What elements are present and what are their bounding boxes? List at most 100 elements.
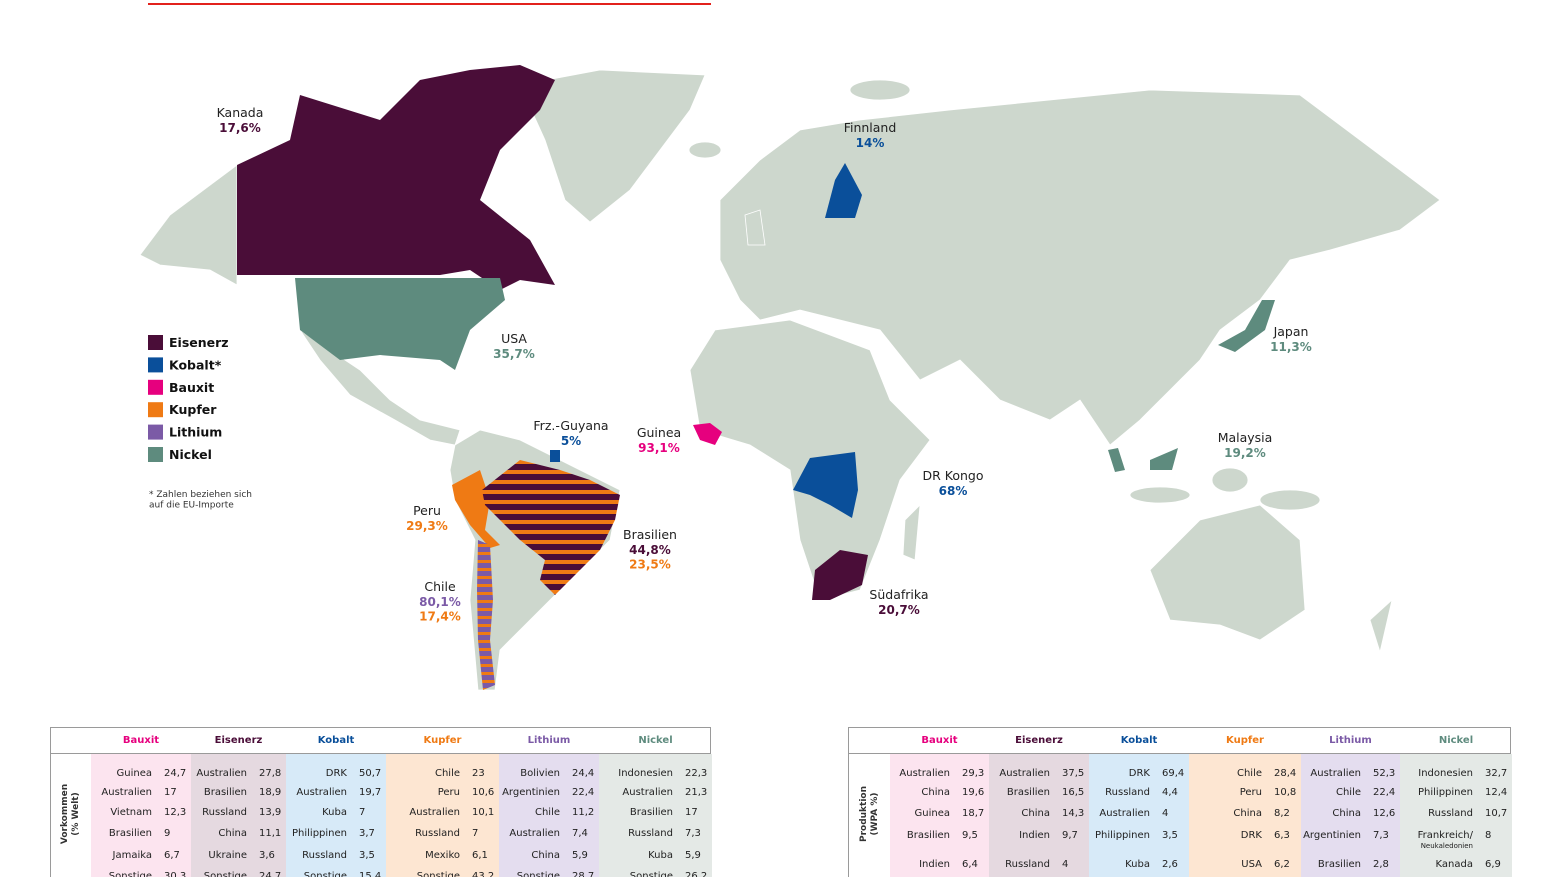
column-bg [499, 754, 599, 877]
country: Sonstige [629, 871, 673, 877]
value: 24,4 [572, 768, 595, 779]
country: Philippinen [1417, 787, 1473, 798]
value: 6,2 [1274, 859, 1290, 870]
value: 3,7 [359, 828, 375, 839]
value: 9,7 [1062, 830, 1078, 841]
value: 22,4 [572, 787, 595, 798]
data-table: Produktion (WPA %) Bauxit Australien 29,3 Chi… [848, 727, 1512, 877]
row-label: Vorkommen (% Welt) [60, 764, 82, 864]
country: DRK [1128, 768, 1150, 779]
malaysia-region [1108, 448, 1178, 472]
value: 7 [359, 807, 366, 818]
value: 11,2 [572, 807, 595, 818]
legend-swatch [148, 402, 163, 418]
value: 12,4 [1485, 787, 1508, 798]
country: Russland [202, 807, 247, 818]
country: Guinea [914, 808, 950, 819]
world-map: Eisenerz Kobalt* Bauxit Kupfer Lithium Nickel… [139, 3, 1441, 691]
country-name: USA [501, 331, 527, 346]
value: 10,6 [472, 787, 495, 798]
country: Peru [437, 787, 460, 798]
country-share: 80,1% [419, 595, 461, 609]
country: Chile [1335, 787, 1361, 798]
row-label: Produktion (WPA %) [859, 764, 881, 864]
value: 7,3 [1373, 830, 1389, 841]
country: Kuba [322, 807, 347, 818]
country: Sonstige [203, 871, 247, 877]
column-title: Kupfer [1226, 735, 1264, 746]
value: 28,4 [1274, 768, 1297, 779]
country-name: Finnland [844, 120, 897, 135]
value: 8,2 [1274, 808, 1290, 819]
country: Philippinen [291, 828, 347, 839]
legend-swatch [148, 424, 163, 440]
value: 11,1 [259, 828, 282, 839]
kongo-region [793, 452, 858, 518]
country: Guinea [116, 768, 152, 779]
country: Australien [1310, 768, 1361, 779]
country: Australien [196, 768, 247, 779]
value: 9 [164, 828, 171, 839]
column-title: Bauxit [122, 735, 160, 746]
value: 32,7 [1485, 768, 1508, 779]
value: 16,5 [1062, 787, 1085, 798]
value: 19,7 [359, 787, 382, 798]
value: 4,4 [1162, 787, 1178, 798]
column-bg [1189, 754, 1301, 877]
country: China [1021, 808, 1050, 819]
country-name: Frz.-Guyana [533, 418, 608, 433]
country: Brasilien [1006, 787, 1050, 798]
value: 3,5 [1162, 830, 1178, 841]
country-share: 20,7% [878, 603, 920, 617]
value: 2,6 [1162, 859, 1178, 870]
country: Australien [1099, 808, 1150, 819]
country: Indien [919, 859, 950, 870]
country: Chile [1236, 768, 1262, 779]
value: 6,7 [164, 850, 180, 861]
country-name: Kanada [217, 105, 264, 120]
row-label-line: Vorkommen [60, 783, 70, 845]
column-title: Bauxit [921, 735, 958, 746]
header-rule [51, 753, 710, 754]
country: China [531, 850, 560, 861]
country: Russland [628, 828, 673, 839]
chile-region [477, 540, 495, 690]
country-share: 68% [939, 484, 968, 498]
country-note: Neukaledonien [1420, 842, 1473, 850]
value: 29,3 [962, 768, 985, 779]
column-bg [386, 754, 499, 877]
value: 22,4 [1373, 787, 1396, 798]
country-share: 17,4% [419, 610, 461, 624]
row-label-line: Produktion [858, 785, 869, 843]
legend-label: Nickel [169, 447, 212, 462]
legend-label: Lithium [169, 425, 222, 440]
legend-note: * Zahlen beziehen sich [149, 490, 252, 500]
country-share: 35,7% [493, 347, 535, 361]
value: 17 [685, 807, 698, 818]
column-title: Nickel [638, 735, 673, 746]
value: 30,3 [164, 871, 187, 877]
column-title: Lithium [1329, 735, 1372, 746]
legend-swatch [148, 379, 163, 395]
country: Australien [101, 787, 152, 798]
column-bg [890, 754, 989, 877]
usa-region [295, 278, 505, 370]
value: 28,7 [572, 871, 595, 877]
value: 24,7 [259, 871, 282, 877]
country: Australien [899, 768, 950, 779]
country: Kuba [1125, 859, 1150, 870]
column-title: Eisenerz [214, 735, 263, 746]
legend: Eisenerz Kobalt* Bauxit Kupfer Lithium Nickel… [148, 335, 252, 511]
country: Indonesien [1418, 768, 1473, 779]
value: 6,4 [962, 859, 978, 870]
column-bg [1089, 754, 1189, 877]
country: Brasilien [203, 787, 247, 798]
value: 7,3 [685, 828, 701, 839]
value: 19,6 [962, 787, 985, 798]
country: Argentinien [502, 787, 560, 798]
country: USA [1241, 859, 1262, 870]
country-name: Brasilien [623, 527, 677, 542]
country: Indien [1019, 830, 1050, 841]
country-name: Peru [413, 503, 441, 518]
